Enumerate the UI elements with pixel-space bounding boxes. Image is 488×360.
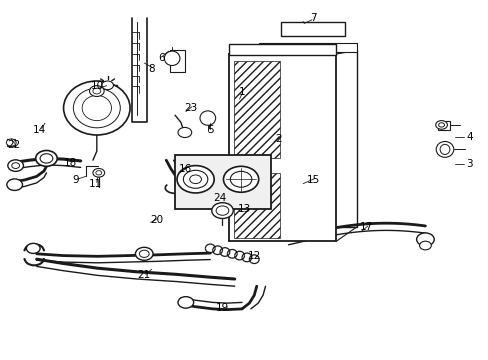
Ellipse shape [63,81,130,135]
Text: 20: 20 [150,215,163,225]
Circle shape [89,86,104,96]
Text: 10: 10 [91,81,104,91]
Bar [175,155,271,209]
Circle shape [7,179,22,190]
Ellipse shape [200,111,215,125]
Bar [228,54,336,241]
Ellipse shape [73,88,120,128]
Bar [233,173,280,238]
Circle shape [6,139,16,146]
Text: 5: 5 [206,125,213,135]
Circle shape [438,123,444,127]
Text: 17: 17 [359,222,373,232]
Bar [259,50,356,227]
Circle shape [8,160,23,171]
Circle shape [93,88,101,94]
Bar [264,61,307,155]
Circle shape [435,121,447,129]
Text: 7: 7 [309,13,316,23]
Circle shape [419,241,430,250]
Text: 18: 18 [64,158,78,168]
Text: 1: 1 [238,87,245,97]
Text: 19: 19 [215,303,229,313]
Circle shape [135,247,153,260]
Circle shape [216,206,228,215]
Circle shape [189,175,201,184]
Text: 16: 16 [179,164,192,174]
Ellipse shape [164,51,180,66]
Bar [228,44,336,55]
Circle shape [26,243,40,253]
Bar [233,61,280,158]
Text: 8: 8 [148,64,155,74]
Circle shape [177,166,214,193]
Circle shape [183,170,207,188]
Circle shape [139,250,149,257]
Text: 24: 24 [213,193,226,203]
Bar [437,121,449,130]
Circle shape [96,171,102,175]
Ellipse shape [439,144,449,154]
Text: 13: 13 [237,204,251,214]
Circle shape [178,127,191,138]
Text: 21: 21 [137,270,151,280]
Circle shape [223,166,258,192]
Circle shape [416,233,433,246]
Bar [264,164,307,223]
Circle shape [102,81,113,90]
Bar [170,50,184,72]
Text: 15: 15 [305,175,319,185]
Text: 6: 6 [158,53,164,63]
Bar [259,43,356,52]
Ellipse shape [82,95,111,121]
Text: 2: 2 [275,134,282,144]
Text: 23: 23 [183,103,197,113]
Circle shape [93,168,104,177]
Bar [7,139,15,146]
Text: 11: 11 [88,179,102,189]
Circle shape [230,171,251,187]
Circle shape [211,203,233,219]
Circle shape [36,150,57,166]
Text: 3: 3 [465,159,472,169]
Ellipse shape [435,141,453,157]
Text: 12: 12 [247,251,261,261]
Text: 9: 9 [72,175,79,185]
Text: 4: 4 [465,132,472,142]
Bar [281,22,344,36]
Circle shape [40,154,53,163]
Text: 22: 22 [7,140,20,150]
Text: 14: 14 [32,125,46,135]
Circle shape [178,297,193,308]
Circle shape [12,163,20,168]
